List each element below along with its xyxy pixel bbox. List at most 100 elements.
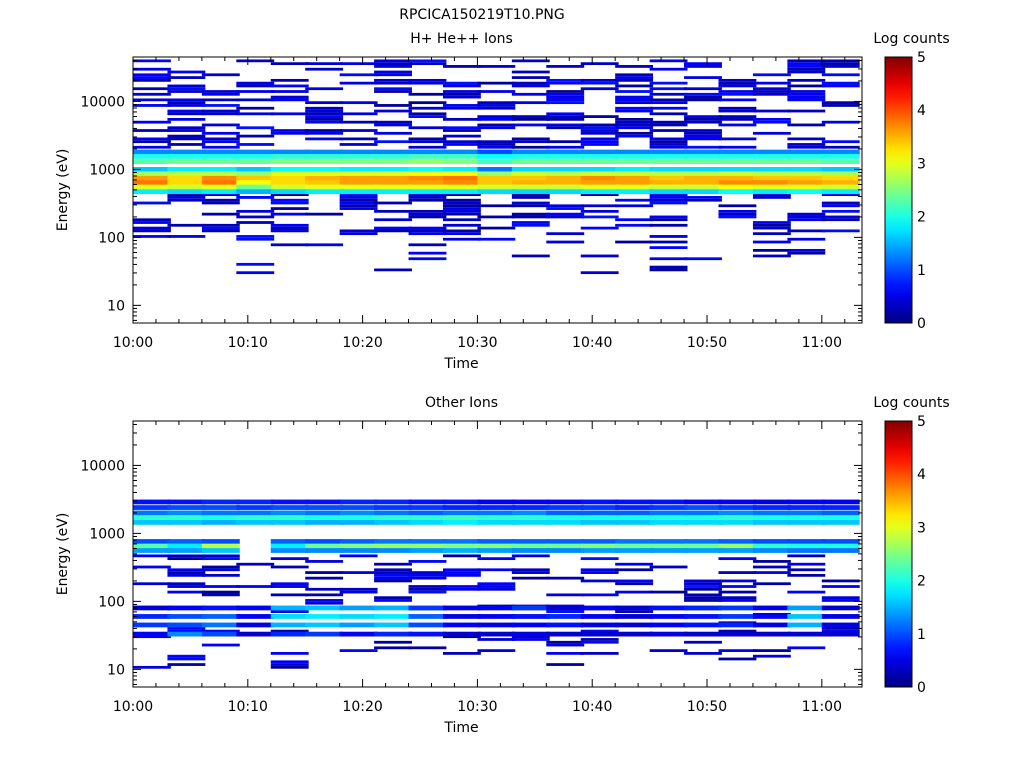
heatmap-cell (201, 614, 240, 619)
sparse-cell (201, 573, 240, 577)
sparse-cell (615, 120, 654, 124)
sparse-cell (546, 212, 585, 216)
sparse-cell (752, 560, 791, 563)
heatmap-cell (752, 149, 791, 155)
heatmap-cell (236, 520, 275, 525)
heatmap-cell (477, 614, 516, 619)
heatmap-cell (787, 622, 826, 628)
heatmap-cell (580, 189, 619, 195)
heatmap-cell (615, 515, 654, 521)
sparse-cell (133, 137, 171, 141)
heatmap-cell (305, 154, 344, 159)
sparse-cell (477, 65, 516, 68)
heatmap-cell (442, 515, 481, 521)
sparse-cell (752, 582, 791, 586)
heatmap-cell (752, 189, 791, 195)
sparse-cell (511, 70, 550, 74)
sparse-cell (201, 137, 240, 141)
sparse-cell (408, 229, 447, 233)
sparse-cell (408, 196, 447, 199)
heatmap-cell (339, 149, 378, 155)
heatmap-cell (339, 184, 378, 190)
sparse-cell (133, 98, 171, 102)
sparse-cell (201, 568, 240, 572)
heatmap-cell (649, 631, 688, 637)
sparse-cell (615, 562, 654, 566)
heatmap-cell (133, 171, 171, 177)
heatmap-cell (339, 515, 378, 521)
heatmap-cell (339, 499, 378, 505)
heatmap-cell (477, 631, 516, 637)
heatmap-cell (133, 189, 171, 195)
sparse-cell (442, 134, 481, 138)
sparse-cell (270, 95, 309, 99)
sparse-cell (752, 221, 791, 224)
sparse-cell (477, 90, 516, 93)
sparse-cell (305, 571, 344, 574)
sparse-cell (408, 576, 447, 580)
sparse-cell (821, 585, 860, 588)
sparse-cell (546, 95, 585, 99)
heatmap-cell (787, 543, 826, 549)
heatmap-cell (133, 543, 171, 549)
sparse-cell (684, 87, 722, 91)
sparse-cell (133, 218, 171, 222)
sparse-cell (374, 562, 412, 566)
sparse-cell (821, 193, 860, 197)
heatmap-cell (546, 539, 585, 544)
sparse-cell (374, 62, 412, 66)
heatmap-cell (684, 515, 722, 521)
sparse-cell (615, 101, 654, 105)
heatmap-cell (580, 539, 619, 544)
sparse-cell (718, 557, 757, 561)
sparse-cell (236, 215, 275, 219)
sparse-cell (442, 207, 481, 210)
sparse-cell (236, 585, 275, 588)
sparse-cell (580, 209, 619, 213)
sparse-cell (408, 587, 447, 591)
heatmap-cell (718, 614, 757, 619)
sparse-cell (511, 212, 550, 216)
sparse-cell (133, 87, 171, 91)
sparse-cell (821, 84, 860, 88)
sparse-cell (511, 221, 550, 224)
sparse-cell (339, 201, 378, 205)
sparse-cell (167, 109, 206, 113)
sparse-cell (649, 140, 688, 144)
heatmap-cell (305, 499, 344, 505)
heatmap-cell (270, 614, 309, 619)
sparse-cell (374, 140, 412, 144)
sparse-cell (718, 629, 757, 633)
heatmap-cell (408, 605, 447, 611)
sparse-cell (477, 568, 516, 572)
sparse-cell (684, 579, 722, 583)
heatmap-cell (442, 505, 481, 510)
heatmap-cell (615, 189, 654, 195)
sparse-cell (305, 112, 344, 116)
heatmap-cell (270, 520, 309, 525)
sparse-cell (477, 117, 516, 121)
heatmap-cell (649, 505, 688, 510)
sparse-cell (821, 62, 860, 66)
heatmap-cell (167, 520, 206, 525)
heatmap-cell (546, 505, 585, 510)
heatmap-cell (718, 184, 757, 190)
sparse-cell (305, 106, 344, 110)
sparse-cell (408, 215, 447, 219)
sparse-cell (236, 143, 275, 146)
sparse-cell (201, 198, 240, 202)
sparse-cell (201, 565, 240, 569)
heatmap-cell (684, 548, 722, 553)
sparse-cell (718, 123, 757, 127)
heatmap-cell (684, 539, 722, 544)
sparse-cell (684, 145, 722, 149)
x-tick-label: 10:20 (342, 335, 382, 351)
heatmap-cell (167, 171, 206, 177)
heatmap-cell (718, 543, 757, 549)
sparse-cell (580, 129, 619, 132)
sparse-cell (821, 596, 860, 600)
sparse-cell (201, 643, 240, 647)
colorbar-tick-label: 2 (917, 210, 926, 226)
heatmap-cell (408, 622, 447, 628)
heatmap-cell (270, 548, 309, 553)
